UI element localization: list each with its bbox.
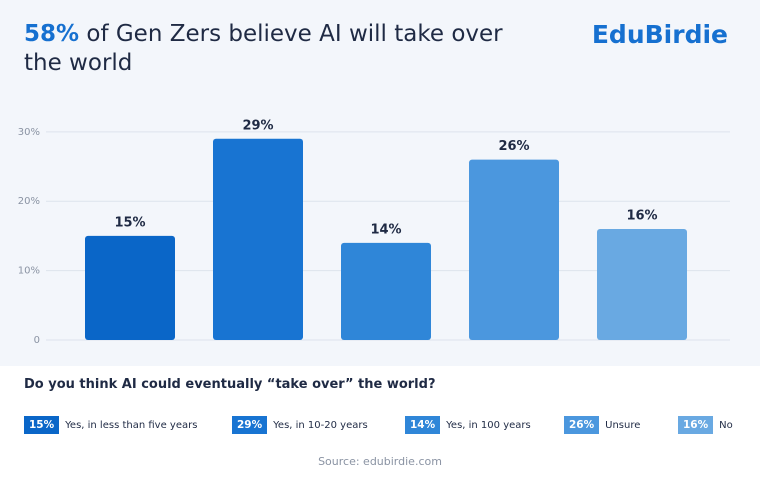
- value-label: 26%: [498, 139, 529, 154]
- legend-badge: 29%: [232, 416, 268, 434]
- legend-label: Yes, in 100 years: [446, 419, 531, 431]
- chart: 0 10% 20% 30% 15% 29% 14% 26% 16%: [18, 118, 730, 346]
- y-tick-label: 10%: [18, 266, 40, 277]
- y-tick-label: 20%: [18, 196, 40, 207]
- legend-item: 15% Yes, in less than five years: [24, 416, 197, 434]
- legend-label: No: [719, 419, 733, 431]
- bar: [341, 242, 431, 340]
- bar: [85, 235, 175, 340]
- chart-title: 58% of Gen Zers believe AI will take ove…: [24, 20, 544, 78]
- value-label: 15%: [114, 215, 145, 230]
- legend-badge: 16%: [678, 416, 714, 434]
- title-text: of Gen Zers believe AI will take over th…: [24, 21, 503, 76]
- brand: EduBirdie: [591, 20, 728, 49]
- legend-label: Unsure: [605, 419, 641, 431]
- value-label: 16%: [626, 208, 657, 223]
- question: Do you think AI could eventually “take o…: [24, 377, 436, 392]
- y-tick-label: 0: [34, 335, 40, 346]
- bar: [213, 138, 303, 340]
- title-highlight: 58%: [24, 21, 80, 47]
- legend-item: 14% Yes, in 100 years: [405, 416, 531, 434]
- legend-label: Yes, in 10-20 years: [273, 419, 368, 431]
- bar: [469, 159, 559, 340]
- legend-item: 29% Yes, in 10-20 years: [232, 416, 368, 434]
- legend-badge: 26%: [564, 416, 600, 434]
- value-label: 14%: [370, 222, 401, 237]
- value-label: 29%: [242, 118, 273, 133]
- legend-badge: 15%: [24, 416, 60, 434]
- y-tick-label: 30%: [18, 127, 40, 138]
- legend-item: 16% No: [678, 416, 733, 434]
- source: Source: edubirdie.com: [318, 455, 442, 468]
- legend-badge: 14%: [405, 416, 441, 434]
- bar: [597, 228, 687, 340]
- legend-label: Yes, in less than five years: [65, 419, 198, 431]
- legend-item: 26% Unsure: [564, 416, 640, 434]
